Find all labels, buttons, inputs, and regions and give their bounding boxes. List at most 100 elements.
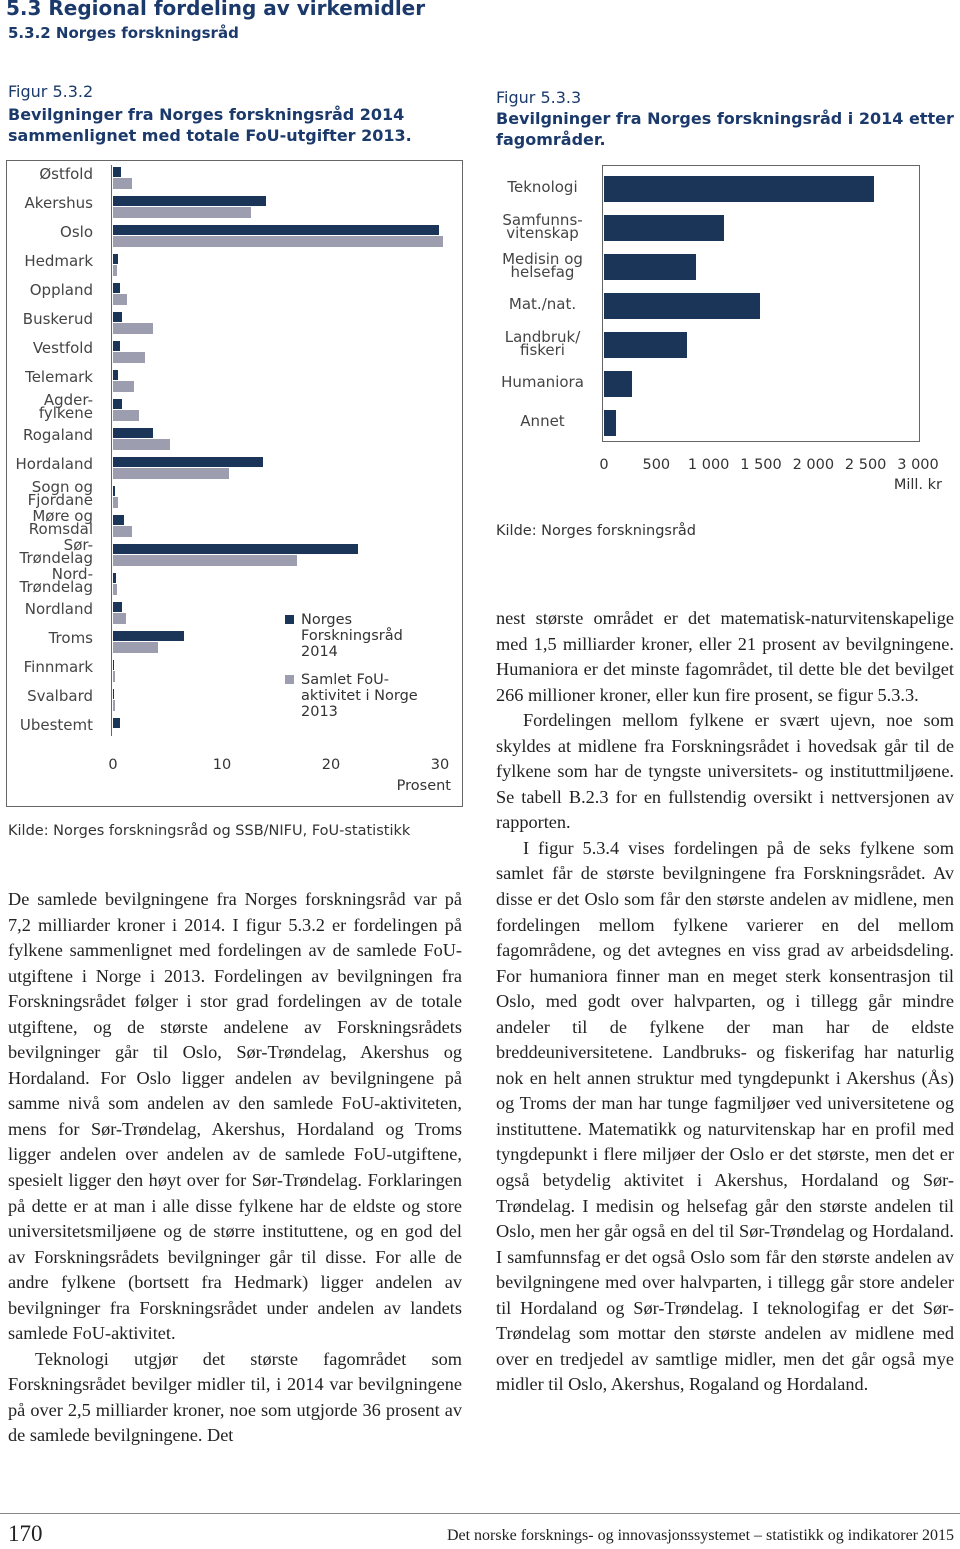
category-label: Oslo: [60, 223, 93, 241]
footer-publication: Det norske forsknings- og innovasjonssys…: [446, 1527, 954, 1544]
bar: [113, 700, 116, 711]
bar: [113, 370, 119, 380]
category-label: Buskerud: [22, 310, 93, 328]
bar: [604, 293, 760, 319]
category-label: Hordaland: [15, 455, 93, 473]
bar: [113, 660, 115, 670]
bar: [604, 215, 725, 241]
x-tick-label: 1 500: [740, 457, 782, 473]
bar: [113, 428, 154, 438]
bar: [113, 457, 264, 467]
x-tick-label: 0: [108, 757, 118, 773]
x-tick-label: 0: [599, 457, 609, 473]
category-label: Mat./nat.: [508, 295, 577, 313]
bar: [113, 323, 154, 334]
y-axis-line: [111, 165, 112, 736]
bar: [113, 602, 122, 612]
figure-title: Bevilgninger fra Norges forskningsråd i …: [496, 109, 954, 149]
category-label: Annet: [520, 412, 565, 430]
bar: [113, 196, 266, 206]
category-label: Svalbard: [27, 687, 93, 705]
bar: [113, 265, 118, 276]
bar: [113, 671, 116, 682]
bar: [113, 381, 134, 392]
bar: [113, 468, 229, 479]
figure-source: Kilde: Norges forskningsråd: [496, 523, 697, 539]
bar: [113, 544, 359, 554]
page-number: 170: [8, 1521, 43, 1546]
category-label: Oppland: [29, 281, 93, 299]
x-tick-label: 500: [642, 457, 671, 473]
figure-frame: [6, 160, 463, 807]
bar: [113, 515, 124, 525]
bar: [113, 689, 115, 699]
x-tick-label: 1 000: [687, 457, 730, 473]
legend-swatch: [285, 615, 294, 624]
x-tick-label: 10: [212, 757, 232, 773]
category-label: Finnmark: [23, 658, 93, 676]
bar: [113, 236, 444, 247]
bar: [113, 352, 145, 363]
subsection-heading: 5.3.2 Norges forskningsråd: [8, 24, 239, 42]
body-column: De samlede bevilgningene fra Norges fors…: [8, 887, 462, 1449]
bar: [113, 642, 158, 653]
bar: [113, 410, 140, 421]
category-label: Østfold: [39, 165, 93, 183]
category-label: Sogn og Fjordane: [27, 478, 93, 509]
x-tick-label: 2 000: [792, 457, 835, 473]
category-label: Møre og Romsdal: [28, 507, 93, 538]
category-label: Vestfold: [32, 339, 93, 357]
paragraph: Teknologi utgjør det største fagområdet …: [8, 1348, 462, 1446]
section-heading: 5.3 Regional fordeling av virkemidler: [6, 0, 426, 20]
category-label: Akershus: [24, 194, 93, 212]
figure-number: Figur 5.3.3: [496, 88, 582, 107]
bar: [113, 584, 118, 595]
category-label: Nord- Trøndelag: [19, 565, 93, 596]
category-label: Landbruk/ fiskeri: [504, 328, 581, 359]
category-label: Samfunns- vitenskap: [502, 211, 583, 242]
bar: [113, 555, 298, 566]
legend-swatch: [285, 675, 294, 684]
bar: [113, 613, 127, 624]
paragraph: De samlede bevilgningene fra Norges fors…: [8, 889, 462, 1344]
bar: [113, 526, 132, 537]
category-label: Humaniora: [501, 373, 584, 391]
paragraph: nest største området er det matematisk-n…: [496, 608, 954, 705]
bar: [113, 718, 120, 728]
bar: [113, 283, 120, 293]
footer-rule: [0, 1513, 960, 1514]
bar: [113, 207, 252, 218]
category-label: Rogaland: [22, 426, 93, 444]
bar: [113, 341, 120, 351]
bar: [113, 439, 170, 450]
category-label: Medisin og helsefag: [502, 250, 583, 281]
category-label: Agder- fylkene: [38, 391, 93, 422]
x-axis-label: Mill. kr: [893, 477, 942, 493]
bar: [113, 573, 117, 583]
category-label: Sør- Trøndelag: [19, 536, 93, 567]
bar: [113, 497, 119, 508]
category-label: Ubestemt: [19, 716, 93, 734]
bar: [113, 254, 119, 264]
figure-source: Kilde: Norges forskningsråd og SSB/NIFU,…: [8, 823, 411, 839]
paragraph: I figur 5.3.4 vises fordelingen på de se…: [496, 837, 954, 1395]
legend-label: Norges Forskningsråd 2014: [301, 612, 403, 660]
bar: [604, 410, 617, 436]
category-label: Hedmark: [24, 252, 93, 270]
category-label: Teknologi: [507, 178, 578, 196]
legend-label: Samlet FoU-aktivitet i Norge 2013: [301, 672, 418, 720]
figure-number: Figur 5.3.2: [8, 82, 94, 101]
bar: [113, 399, 122, 409]
body-column: nest største området er det matematisk-n…: [496, 606, 954, 1398]
plot-frame: [602, 165, 920, 442]
bar: [113, 312, 122, 322]
x-tick-label: 3 000: [897, 457, 939, 473]
bar: [113, 178, 132, 189]
x-axis-label: Prosent: [396, 778, 451, 794]
bar: [604, 332, 687, 358]
bar: [113, 631, 184, 641]
category-label: Nordland: [24, 600, 93, 618]
bar: [604, 254, 697, 280]
bar: [604, 176, 875, 202]
